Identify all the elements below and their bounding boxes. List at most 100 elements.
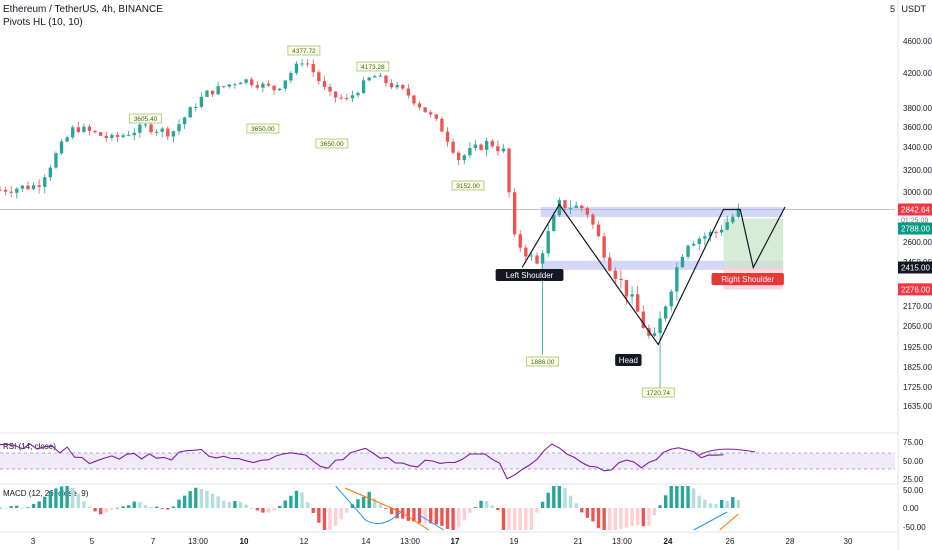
macd-bar: [468, 508, 472, 513]
macd-bar: [378, 504, 383, 508]
macd-bar: [395, 508, 399, 519]
candle-body: [574, 205, 578, 208]
macd-bar: [708, 503, 713, 508]
candle-body: [149, 124, 153, 133]
macd-bar: [289, 495, 293, 508]
candle-body: [540, 253, 545, 264]
candle-body: [703, 236, 707, 239]
macd-bar: [457, 508, 461, 528]
time-axis-label: 10: [240, 537, 249, 546]
macd-bar: [9, 506, 13, 508]
candle-body: [675, 267, 679, 292]
candle-body: [143, 124, 148, 126]
time-axis-label: 17: [451, 537, 460, 546]
macd-bar: [121, 506, 125, 508]
macd-bar: [518, 508, 522, 530]
macd-bar: [591, 508, 595, 522]
candle-body: [266, 83, 271, 86]
take-profit-zone[interactable]: [723, 218, 784, 268]
candle-body: [328, 86, 332, 92]
candle-body: [686, 245, 690, 257]
candle-body: [423, 107, 427, 113]
macd-bar: [434, 508, 438, 525]
rsi-divergence-arc: [698, 448, 756, 456]
rsi-band: [0, 453, 895, 469]
candle-body: [87, 126, 92, 131]
candle-body: [490, 140, 494, 147]
candle-body: [563, 200, 567, 209]
macd-bar: [373, 498, 377, 508]
macd-bar: [529, 508, 534, 530]
candle-body: [350, 95, 355, 99]
candle-body: [227, 84, 232, 87]
candle-body: [669, 291, 673, 307]
candle-body: [244, 79, 248, 83]
macd-bar: [703, 499, 707, 508]
candle-body: [389, 83, 394, 88]
candle-body: [546, 231, 550, 254]
indicator-legend[interactable]: Pivots HL (10, 10): [3, 17, 83, 28]
candle-body: [451, 141, 455, 153]
macd-bar: [429, 508, 433, 524]
macd-bar: [37, 501, 41, 508]
macd-bar: [31, 503, 36, 508]
candle-body: [602, 236, 606, 258]
symbol-title[interactable]: Ethereum / TetherUS, 4h, BINANCE: [3, 4, 163, 15]
candle-body: [512, 192, 517, 235]
pivot-label-bg: [641, 387, 675, 398]
price-tick-label: 4600.00: [903, 37, 932, 46]
macd-bar: [48, 491, 53, 508]
signal-line: [719, 513, 739, 531]
current-price-badge-bg: [898, 203, 932, 216]
macd-bar: [104, 508, 108, 513]
candles[interactable]: [0, 59, 741, 388]
macd-bar: [311, 508, 315, 513]
macd-bar: [300, 492, 304, 508]
neckline-zone[interactable]: [540, 207, 784, 217]
macd-bar: [294, 490, 299, 508]
price-tick-label: 3600.00: [903, 123, 932, 132]
time-axis-label: 28: [786, 537, 795, 546]
time-axis-label: 14: [362, 537, 371, 546]
candle-body: [160, 128, 164, 132]
macd-bar: [233, 500, 237, 508]
candle-body: [76, 127, 80, 132]
pattern-line[interactable]: [521, 203, 786, 346]
macd-bar: [356, 499, 360, 508]
time-axis-label: 5: [90, 537, 95, 546]
macd-bar: [389, 508, 394, 515]
macd-histogram[interactable]: [0, 486, 741, 530]
scale-count: 5: [889, 4, 895, 14]
pivot-label: 3605.40: [134, 116, 158, 123]
macd-bar: [630, 508, 634, 526]
candle-body: [473, 144, 478, 149]
candle-body: [378, 75, 383, 77]
candle-body: [406, 88, 411, 96]
candle-body: [233, 84, 237, 86]
macd-bar: [675, 486, 679, 508]
macd-bar: [255, 508, 259, 511]
macd-bar: [65, 486, 69, 508]
macd-bar: [244, 504, 248, 508]
macd-bar: [20, 507, 25, 509]
macd-bar: [384, 508, 388, 509]
rsi-tick: 25.00: [903, 475, 924, 484]
scale-currency[interactable]: 5 USDT: [890, 4, 926, 14]
macd-bar: [361, 496, 366, 508]
rsi-line[interactable]: [0, 443, 724, 480]
macd-bar: [59, 486, 64, 508]
macd-bar: [624, 508, 629, 528]
macd-bar: [596, 508, 601, 529]
candle-body: [736, 208, 741, 217]
candle-body: [210, 90, 215, 95]
candle-body: [608, 257, 612, 271]
macd-bar: [154, 506, 159, 508]
shoulder-zone[interactable]: [540, 260, 784, 270]
candle-body: [663, 306, 668, 319]
time-axis-label: 21: [574, 537, 583, 546]
macd-bar: [412, 508, 416, 522]
pivot-label-bg: [246, 123, 280, 134]
macd-bar: [367, 491, 371, 508]
macd-bar: [93, 508, 97, 512]
